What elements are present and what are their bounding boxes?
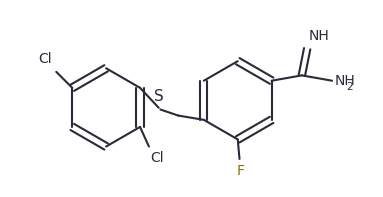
Text: F: F (236, 164, 244, 178)
Text: Cl: Cl (151, 151, 164, 165)
Text: Cl: Cl (38, 52, 52, 67)
Text: 2: 2 (346, 82, 353, 92)
Text: NH: NH (335, 74, 356, 88)
Text: S: S (154, 89, 164, 104)
Text: NH: NH (309, 29, 330, 43)
